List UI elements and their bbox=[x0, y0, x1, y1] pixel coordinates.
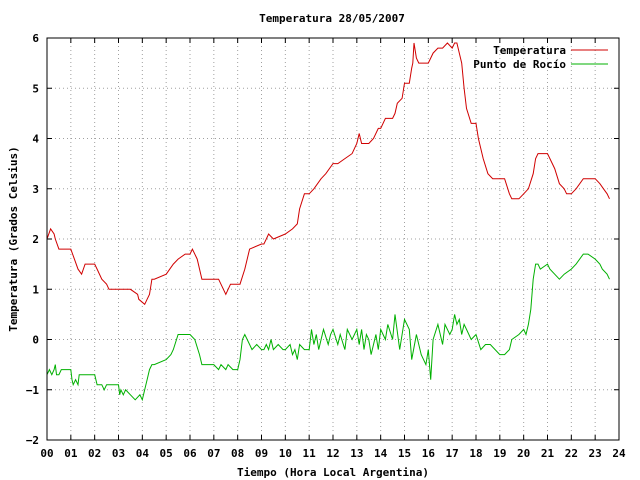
x-tick-label: 01 bbox=[64, 447, 78, 460]
x-tick-label: 10 bbox=[279, 447, 292, 460]
x-tick-label: 22 bbox=[565, 447, 578, 460]
x-tick-label: 08 bbox=[231, 447, 244, 460]
y-tick-label: 4 bbox=[32, 133, 39, 146]
x-tick-label: 09 bbox=[255, 447, 268, 460]
legend-label: Punto de Rocío bbox=[473, 58, 566, 71]
x-tick-labels: 00 01 02 03 04 05 06 07 08 09 10 11 12 13 14 15 16 17 18 19… bbox=[40, 447, 626, 460]
y-tick-label: 5 bbox=[32, 82, 39, 95]
x-axis-label: Tiempo (Hora Local Argentina) bbox=[237, 466, 429, 479]
legend-label: Temperatura bbox=[493, 44, 566, 57]
x-tick-label: 16 bbox=[422, 447, 436, 460]
x-tick-label: 18 bbox=[469, 447, 482, 460]
y-tick-label: 3 bbox=[32, 183, 39, 196]
x-tick-label: 24 bbox=[612, 447, 626, 460]
x-tick-label: 23 bbox=[589, 447, 602, 460]
y-tick-labels: −2 −1 0 1 2 3 4 5 6 bbox=[26, 32, 40, 447]
y-tick-label: −1 bbox=[26, 384, 40, 397]
x-tick-label: 02 bbox=[88, 447, 101, 460]
chart-title: Temperatura 28/05/2007 bbox=[259, 12, 405, 25]
y-tick-label: 0 bbox=[32, 334, 39, 347]
y-tick-label: 6 bbox=[32, 32, 39, 45]
x-tick-label: 03 bbox=[112, 447, 125, 460]
x-tick-label: 04 bbox=[136, 447, 150, 460]
x-tick-label: 12 bbox=[326, 447, 339, 460]
y-axis-label: Temperatura (Grados Celsius) bbox=[7, 146, 20, 331]
x-tick-label: 13 bbox=[350, 447, 363, 460]
grid-lines bbox=[46, 37, 620, 441]
x-tick-label: 17 bbox=[446, 447, 459, 460]
series-line-temperatura bbox=[46, 42, 610, 306]
y-tick-label: −2 bbox=[26, 434, 39, 447]
x-tick-label: 00 bbox=[40, 447, 53, 460]
x-tick-label: 07 bbox=[207, 447, 220, 460]
x-tick-label: 19 bbox=[493, 447, 506, 460]
series-lines bbox=[46, 42, 610, 402]
x-tick-label: 21 bbox=[541, 447, 555, 460]
x-tick-label: 05 bbox=[160, 447, 173, 460]
x-tick-label: 11 bbox=[303, 447, 317, 460]
series-line-punto-de-rocio bbox=[46, 253, 610, 402]
x-tick-label: 15 bbox=[398, 447, 411, 460]
y-tick-label: 1 bbox=[32, 283, 39, 296]
x-tick-label: 06 bbox=[183, 447, 197, 460]
y-tick-label: 2 bbox=[32, 233, 39, 246]
x-tick-label: 20 bbox=[517, 447, 530, 460]
x-tick-label: 14 bbox=[374, 447, 388, 460]
axis-ticks bbox=[46, 37, 620, 441]
